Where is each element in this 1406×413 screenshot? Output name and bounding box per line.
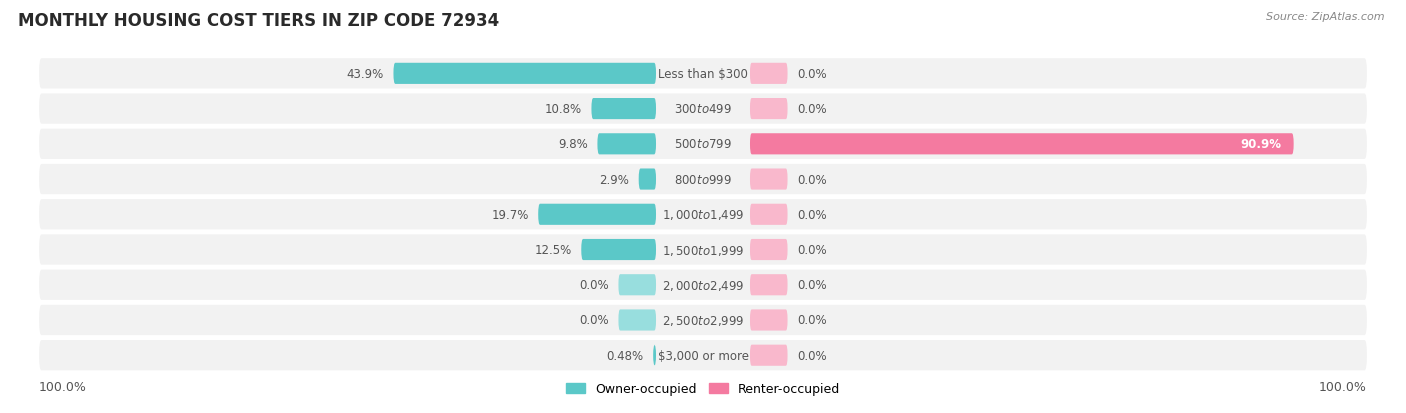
FancyBboxPatch shape [39, 59, 1367, 89]
Text: 90.9%: 90.9% [1240, 138, 1281, 151]
FancyBboxPatch shape [749, 275, 787, 296]
Text: 100.0%: 100.0% [1319, 380, 1367, 393]
Text: 100.0%: 100.0% [39, 380, 87, 393]
FancyBboxPatch shape [749, 240, 787, 261]
FancyBboxPatch shape [654, 345, 657, 366]
Text: 0.0%: 0.0% [797, 208, 827, 221]
FancyBboxPatch shape [581, 240, 657, 261]
Text: 0.0%: 0.0% [797, 173, 827, 186]
FancyBboxPatch shape [39, 164, 1367, 195]
Text: 0.0%: 0.0% [797, 68, 827, 81]
FancyBboxPatch shape [749, 204, 787, 225]
Text: $500 to $799: $500 to $799 [673, 138, 733, 151]
FancyBboxPatch shape [39, 340, 1367, 370]
FancyBboxPatch shape [619, 310, 657, 331]
FancyBboxPatch shape [619, 275, 657, 296]
Text: 0.0%: 0.0% [797, 243, 827, 256]
FancyBboxPatch shape [638, 169, 657, 190]
FancyBboxPatch shape [39, 94, 1367, 124]
FancyBboxPatch shape [749, 169, 787, 190]
Text: $800 to $999: $800 to $999 [673, 173, 733, 186]
Text: 0.0%: 0.0% [579, 314, 609, 327]
FancyBboxPatch shape [538, 204, 657, 225]
Text: $1,000 to $1,499: $1,000 to $1,499 [662, 208, 744, 222]
Text: 19.7%: 19.7% [492, 208, 529, 221]
Text: 0.0%: 0.0% [797, 279, 827, 292]
FancyBboxPatch shape [749, 310, 787, 331]
Text: 0.0%: 0.0% [797, 314, 827, 327]
Text: $300 to $499: $300 to $499 [673, 103, 733, 116]
Text: 12.5%: 12.5% [534, 243, 572, 256]
FancyBboxPatch shape [39, 129, 1367, 159]
FancyBboxPatch shape [749, 99, 787, 120]
FancyBboxPatch shape [39, 199, 1367, 230]
Text: 10.8%: 10.8% [546, 103, 582, 116]
Text: $3,000 or more: $3,000 or more [658, 349, 748, 362]
FancyBboxPatch shape [394, 64, 657, 85]
Text: 0.0%: 0.0% [797, 103, 827, 116]
FancyBboxPatch shape [749, 134, 1294, 155]
Text: $2,500 to $2,999: $2,500 to $2,999 [662, 313, 744, 327]
FancyBboxPatch shape [39, 305, 1367, 335]
FancyBboxPatch shape [749, 64, 787, 85]
FancyBboxPatch shape [39, 270, 1367, 300]
Text: 0.48%: 0.48% [606, 349, 644, 362]
Legend: Owner-occupied, Renter-occupied: Owner-occupied, Renter-occupied [561, 377, 845, 400]
FancyBboxPatch shape [749, 345, 787, 366]
Text: $1,500 to $1,999: $1,500 to $1,999 [662, 243, 744, 257]
Text: 0.0%: 0.0% [797, 349, 827, 362]
FancyBboxPatch shape [598, 134, 657, 155]
Text: $2,000 to $2,499: $2,000 to $2,499 [662, 278, 744, 292]
Text: Source: ZipAtlas.com: Source: ZipAtlas.com [1267, 12, 1385, 22]
FancyBboxPatch shape [39, 235, 1367, 265]
FancyBboxPatch shape [592, 99, 657, 120]
Text: 9.8%: 9.8% [558, 138, 588, 151]
Text: 43.9%: 43.9% [347, 68, 384, 81]
Text: MONTHLY HOUSING COST TIERS IN ZIP CODE 72934: MONTHLY HOUSING COST TIERS IN ZIP CODE 7… [18, 12, 499, 30]
Text: Less than $300: Less than $300 [658, 68, 748, 81]
Text: 2.9%: 2.9% [599, 173, 630, 186]
Text: 0.0%: 0.0% [579, 279, 609, 292]
